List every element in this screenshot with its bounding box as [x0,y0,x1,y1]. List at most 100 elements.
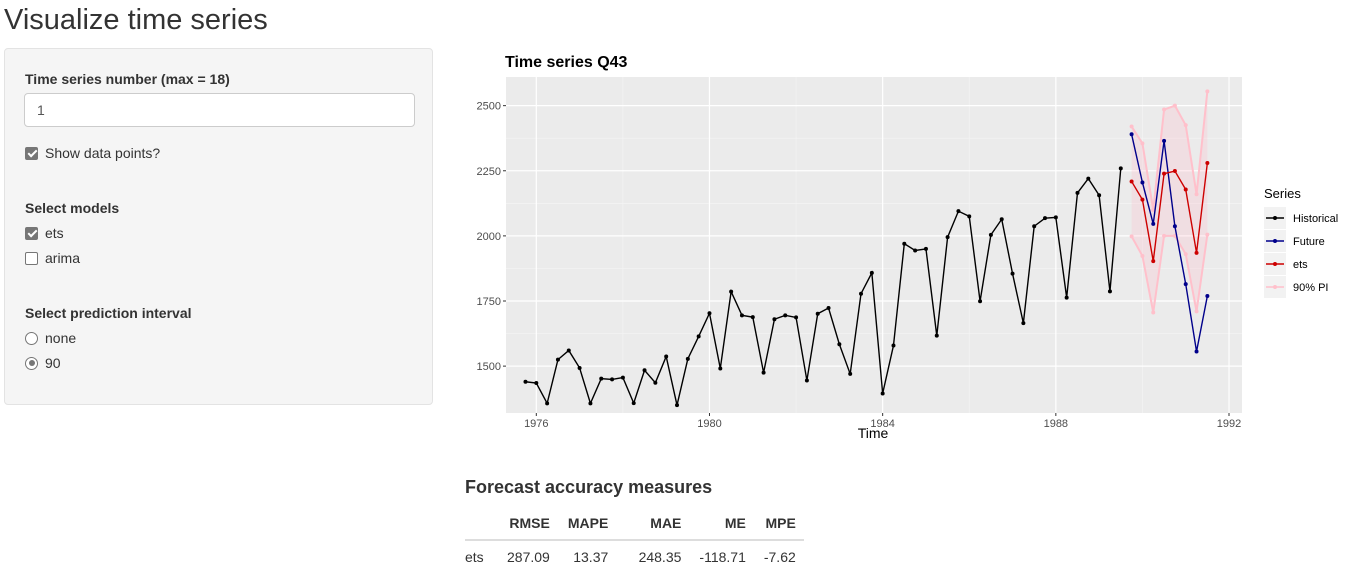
model-ets-checkbox[interactable] [25,226,38,240]
legend-title: Series [1264,186,1301,201]
data-point-future [1183,282,1188,287]
pi-none-radio[interactable] [25,331,38,345]
pi-point [1162,233,1167,238]
pi-point [1151,310,1156,315]
ts-number-label: Time series number (max = 18) [25,71,230,87]
model-ets-label: ets [45,225,64,241]
legend: Series Historical Future ets 90% PI [1264,186,1338,298]
model-option-ets[interactable]: ets [25,224,64,242]
data-point-ets [1172,169,1177,174]
data-point-historical [610,377,615,382]
show-points-checkbox[interactable] [25,146,38,160]
legend-key-point [1273,239,1277,243]
data-point-historical [999,217,1004,222]
series-line-ets [1130,162,1209,262]
ts-number-input[interactable] [24,93,415,127]
time-series-chart: Time series Q43 1976 1980 1984 1988 1992 1500… [477,54,1339,441]
cell-rmse: 287.09 [507,549,550,565]
data-point-historical [1021,321,1026,326]
data-point-historical [631,401,636,406]
data-point-historical [826,306,831,311]
legend-key-point [1273,285,1277,289]
show-points-option[interactable]: Show data points? [25,144,160,162]
data-point-historical [848,371,853,376]
data-point-historical [523,379,528,384]
data-point-future [1162,138,1167,143]
y-tick-label: 1500 [477,361,501,373]
model-option-arima[interactable]: arima [25,249,80,267]
col-me: ME [689,511,754,541]
data-point-historical [577,365,582,370]
pi-90-radio[interactable] [25,356,38,370]
data-point-historical [794,315,799,320]
pi-point [1129,234,1134,239]
data-point-historical [978,299,983,304]
data-point-historical [685,356,690,361]
data-point-historical [1075,190,1080,195]
data-point-historical [750,315,755,320]
data-point-ets [1129,179,1134,184]
page-title: Visualize time series [4,4,268,36]
data-point-historical [675,403,680,408]
row-name: ets [465,549,484,565]
data-point-historical [599,376,604,381]
data-point-historical [696,334,701,339]
sidebar-panel: Time series number (max = 18) Show data … [4,48,433,405]
pi-point [1194,192,1199,197]
data-point-historical [880,391,885,396]
pi-point [1205,232,1210,237]
data-point-historical [555,357,560,362]
data-point-ets [1194,250,1199,255]
col-mape: MAPE [557,511,617,541]
model-arima-checkbox[interactable] [25,251,38,265]
legend-key-point [1273,262,1277,266]
models-label: Select models [25,200,120,216]
cell-mae: 248.35 [638,549,682,565]
pi-point [1172,103,1177,108]
data-point-future [1151,221,1156,226]
pi-point [1183,252,1188,257]
data-point-historical [718,366,723,371]
data-point-historical [642,368,647,373]
series-line-future [1130,134,1209,352]
pi-none-label: none [45,330,77,346]
data-point-historical [1043,216,1048,221]
data-point-historical [566,348,571,353]
data-point-historical [891,343,896,348]
pi-option-none[interactable]: none [25,329,76,347]
data-point-historical [837,342,842,347]
pi-option-90[interactable]: 90 [25,354,61,372]
pi-point [1194,309,1199,314]
data-point-historical [1086,176,1091,181]
data-point-historical [545,401,550,406]
col-mae: MAE [616,511,690,541]
show-points-label: Show data points? [45,145,161,161]
data-point-historical [761,370,766,375]
data-point-historical [707,311,712,316]
cell-mpe: -7.62 [763,549,796,565]
data-point-historical [664,354,669,359]
data-point-historical [859,291,864,296]
pi-point [1140,253,1145,258]
pi-point [1140,141,1145,146]
data-point-historical [1032,224,1037,229]
data-point-historical [772,317,777,322]
data-point-future [1129,132,1134,137]
data-point-historical [1053,215,1058,220]
series-line-historical [525,168,1122,406]
accuracy-header-row: RMSE MAPE MAE ME MPE [465,511,804,541]
table-row: ets 287.09 13.37 248.35 -118.71 -7.62 [465,540,804,571]
legend-entry-label: ets [1293,259,1308,271]
data-point-historical [588,401,593,406]
data-point-historical [815,311,820,316]
y-tick-label: 2500 [477,101,501,113]
data-point-future [1194,349,1199,354]
data-point-historical [804,378,809,383]
cell-me: -118.71 [699,549,746,565]
pi-90-label: 90 [45,355,61,371]
y-tick-label: 2250 [477,166,501,178]
data-point-historical [945,235,950,240]
data-point-future [1172,224,1177,229]
data-point-ets [1162,171,1167,176]
data-point-historical [923,246,928,251]
